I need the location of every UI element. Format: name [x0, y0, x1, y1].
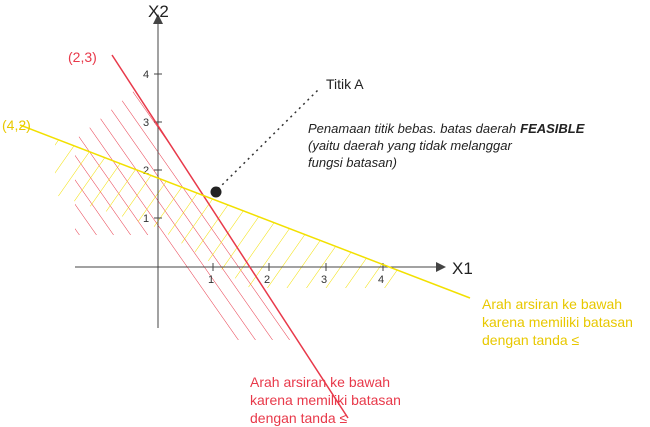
y-tick: 2 [143, 165, 149, 177]
red-line [111, 54, 349, 419]
yellow-note: dengan tanda ≤ [482, 332, 580, 348]
x-label: X1 [452, 259, 473, 278]
red-note: dengan tanda ≤ [250, 410, 348, 426]
description-line: fungsi batasan) [308, 155, 397, 170]
red-note: Arah arsiran ke bawah [250, 374, 390, 390]
yellow-hatch [55, 138, 410, 288]
point-a [210, 186, 222, 198]
x-tick: 3 [321, 274, 327, 286]
x-tick: 4 [378, 274, 384, 286]
red-note: karena memiliki batasan [250, 392, 401, 408]
x-tick: 1 [208, 274, 214, 286]
red-line-label: (2,3) [68, 49, 97, 65]
pointer [217, 89, 319, 190]
description-text: Penamaan titik bebas. batas daerah [308, 121, 516, 136]
yellow-note: Arah arsiran ke bawah [482, 296, 622, 312]
point-label: Titik A [326, 76, 364, 92]
yellow-line-label: (4,2) [2, 117, 31, 133]
x-arrow [436, 262, 446, 272]
description: Penamaan titik bebas. batas daerah FEASIB… [308, 121, 585, 136]
yellow-line [19, 124, 471, 299]
y-tick: 3 [143, 117, 149, 129]
description-emphasis: FEASIBLE [520, 121, 585, 136]
y-tick: 4 [143, 69, 149, 81]
y-tick: 1 [143, 213, 149, 225]
y-arrow [153, 14, 163, 24]
y-label: X2 [148, 2, 169, 21]
yellow-note: karena memiliki batasan [482, 314, 633, 330]
x-tick: 2 [264, 274, 270, 286]
description-line: (yaitu daerah yang tidak melanggar [308, 138, 512, 153]
